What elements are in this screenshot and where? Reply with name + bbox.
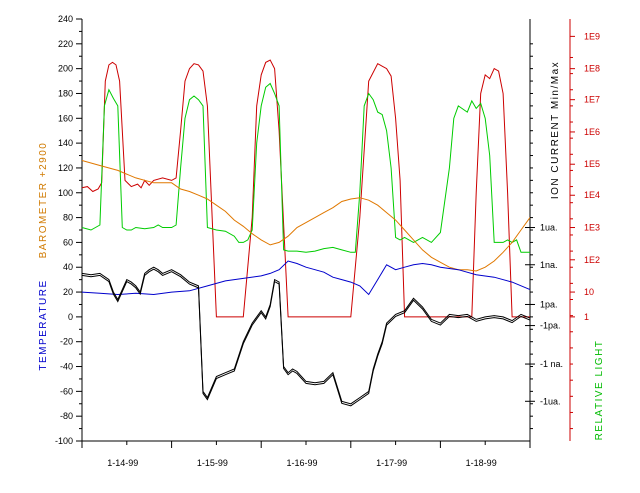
light-tick-label: 1E7 xyxy=(584,95,600,105)
light-tick-label: 1E8 xyxy=(584,64,600,74)
light-tick-label: 1E6 xyxy=(584,127,600,137)
left-axis-ticks: 240220200180160140120100806040200-20-40-… xyxy=(55,14,82,446)
series-line-2 xyxy=(81,160,531,272)
ion-axis-title: ION CURRENT Min/Max xyxy=(550,61,561,199)
left-tick-label: 60 xyxy=(63,237,73,247)
axis-titles: BAROMETER +2900 TEMPERATURE ION CURRENT Mi… xyxy=(38,61,605,441)
light-tick-label: 1E9 xyxy=(584,31,600,41)
light-tick-label: 1 xyxy=(584,312,589,322)
series-line-4-min xyxy=(81,268,531,407)
x-tick-label: 1-17-99 xyxy=(376,458,407,468)
left-tick-label: 220 xyxy=(58,39,73,49)
left-tick-label: 0 xyxy=(68,312,73,322)
temperature-axis-title: TEMPERATURE xyxy=(38,279,49,370)
left-tick-label: 140 xyxy=(58,138,73,148)
light-axis-title: RELATIVE LIGHT xyxy=(594,340,605,441)
left-tick-label: 40 xyxy=(63,262,73,272)
x-tick-label: 1-16-99 xyxy=(286,458,317,468)
left-tick-label: -80 xyxy=(60,411,73,421)
x-tick-label: 1-15-99 xyxy=(197,458,228,468)
ion-tick-label: -1ua. xyxy=(540,396,561,406)
left-tick-label: 80 xyxy=(63,213,73,223)
series-group xyxy=(81,59,531,407)
light-tick-label: 1E5 xyxy=(584,159,600,169)
left-tick-label: -20 xyxy=(60,337,73,347)
x-axis-ticks: 1-14-99 1-15-99 1-16-99 1-17-99 1-18-99 xyxy=(81,441,531,468)
light-axis-ticks: 1E9 1E8 1E7 1E6 1E5 1E4 1E3 1E2 10 1 xyxy=(570,31,600,430)
x-tick-label: 1-14-99 xyxy=(107,458,138,468)
light-tick-label: 1E3 xyxy=(584,223,600,233)
series-line-3 xyxy=(81,260,531,296)
light-tick-label: 1E2 xyxy=(584,255,600,265)
ion-tick-label: 1na. xyxy=(540,260,558,270)
left-tick-label: 180 xyxy=(58,88,73,98)
ion-tick-label: -1pa. xyxy=(540,321,561,331)
ion-tick-label: 1ua. xyxy=(540,223,558,233)
ion-axis-ticks: 1ua. 1na. 1pa. -1pa. -1 na. -1ua. xyxy=(525,43,563,430)
left-tick-label: 20 xyxy=(63,287,73,297)
light-tick-label: 10 xyxy=(584,287,594,297)
ion-tick-label: 1pa. xyxy=(540,299,558,309)
left-tick-label: 240 xyxy=(58,14,73,24)
axes xyxy=(81,19,571,442)
light-tick-label: 1E4 xyxy=(584,190,600,200)
left-tick-label: 160 xyxy=(58,113,73,123)
x-tick-label: 1-18-99 xyxy=(466,458,497,468)
left-tick-label: 200 xyxy=(58,64,73,74)
ion-tick-label: -1 na. xyxy=(540,359,563,369)
left-tick-label: -60 xyxy=(60,386,73,396)
left-tick-label: 100 xyxy=(58,188,73,198)
series-line-0 xyxy=(81,59,530,318)
barometer-axis-title: BAROMETER +2900 xyxy=(38,142,49,259)
left-tick-label: -100 xyxy=(55,436,73,446)
left-tick-label: 120 xyxy=(58,163,73,173)
series-line-1 xyxy=(81,82,530,253)
left-tick-label: -40 xyxy=(60,362,73,372)
